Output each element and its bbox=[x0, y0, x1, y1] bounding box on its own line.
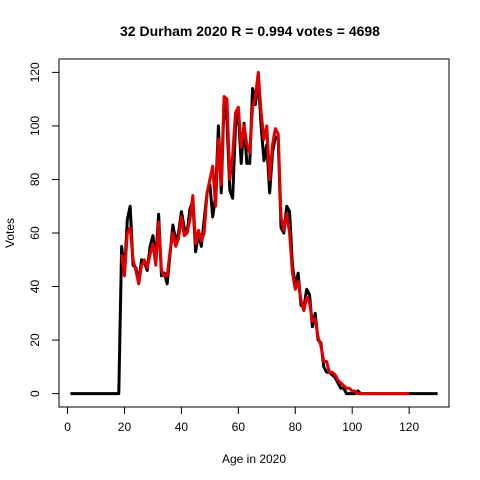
chart-title: 32 Durham 2020 R = 0.994 votes = 4698 bbox=[120, 23, 380, 39]
x-axis: 0 20 40 60 80 100 120 bbox=[64, 406, 419, 434]
series-layer bbox=[70, 70, 438, 396]
x-tick-label: 20 bbox=[118, 420, 132, 434]
y-axis-label: Votes bbox=[3, 218, 17, 248]
y-tick-label: 80 bbox=[28, 172, 42, 186]
x-tick-label: 60 bbox=[232, 420, 246, 434]
y-tick-label: 40 bbox=[28, 280, 42, 294]
y-tick-label: 60 bbox=[28, 226, 42, 240]
x-axis-label: Age in 2020 bbox=[222, 452, 286, 466]
y-tick-label: 20 bbox=[28, 333, 42, 347]
y-tick-label: 100 bbox=[28, 116, 42, 136]
x-tick-label: 80 bbox=[289, 420, 303, 434]
x-tick-label: 100 bbox=[342, 420, 362, 434]
y-axis: 0 20 40 60 80 100 120 bbox=[28, 62, 60, 397]
series-line-1 bbox=[70, 76, 438, 396]
x-tick-label: 40 bbox=[175, 420, 189, 434]
series-line-2 bbox=[120, 70, 410, 396]
y-tick-label: 0 bbox=[28, 390, 42, 397]
x-tick-label: 120 bbox=[399, 420, 419, 434]
x-tick-label: 0 bbox=[64, 420, 71, 434]
y-tick-label: 120 bbox=[28, 62, 42, 82]
plot-frame bbox=[58, 58, 450, 408]
